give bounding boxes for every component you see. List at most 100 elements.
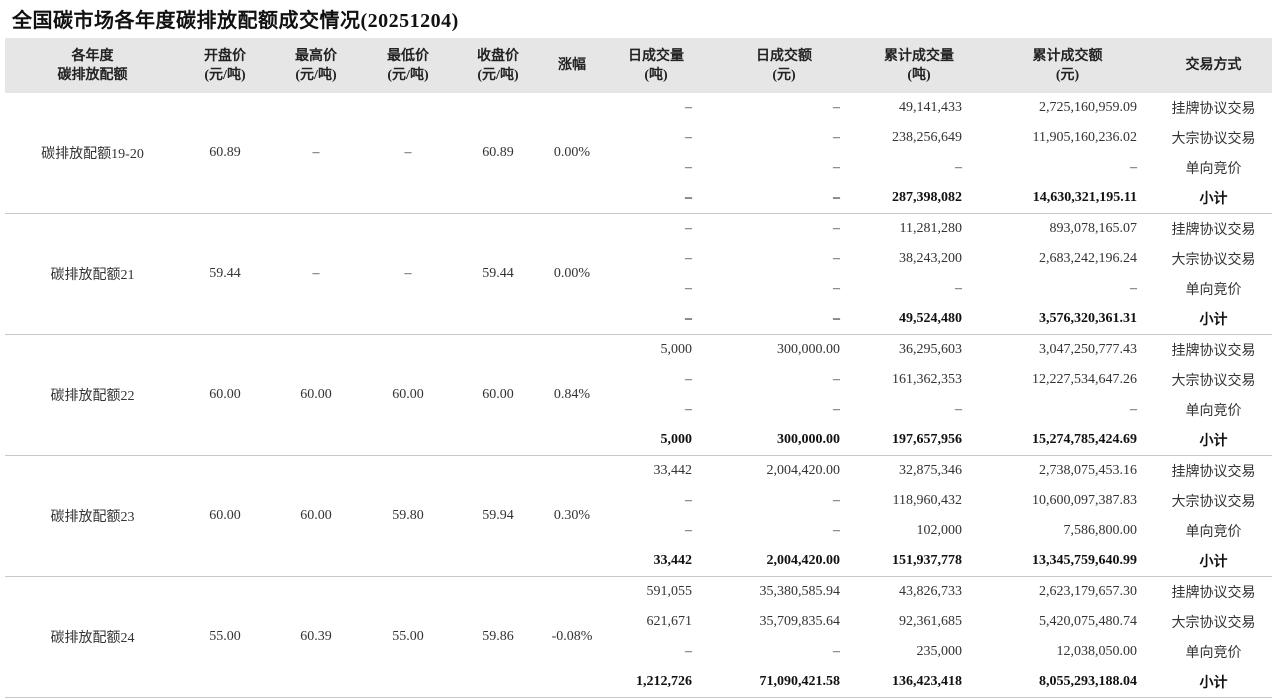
subtotal-row: 5,000 300,000.00 197,657,956 15,274,785,424… xyxy=(5,425,1272,456)
daily-amount: – xyxy=(710,183,858,214)
header-label: 日成交额 xyxy=(756,48,812,64)
cum-volume: 235,000 xyxy=(916,644,963,659)
subtotal-row: 33,442 2,004,420.00 151,937,778 13,345,759,… xyxy=(5,546,1272,577)
daily-amount: – xyxy=(833,221,840,236)
header-close-price: 收盘价 (元/吨) xyxy=(454,38,542,93)
cum-amount: 7,586,800.00 xyxy=(1063,523,1138,538)
allowance-name: 碳排放配额21 xyxy=(5,213,180,335)
subtotal-row: 1,212,726 71,090,421.58 136,423,418 8,055,2… xyxy=(5,667,1272,698)
low-price: – xyxy=(362,213,454,335)
header-label: 涨幅 xyxy=(558,58,586,73)
low-price: 60.00 xyxy=(362,334,454,456)
header-label: 累计成交额 xyxy=(1032,48,1103,64)
header-unit: (元/吨) xyxy=(477,67,519,83)
table-row: – – 118,960,432 10,600,097,387.83 大宗协议交易 xyxy=(5,486,1272,516)
change: 0.30% xyxy=(542,455,602,577)
cum-amount: 14,630,321,195.11 xyxy=(980,183,1155,214)
daily-volume: 5,000 xyxy=(660,342,693,357)
cum-amount: – xyxy=(1130,402,1137,417)
cum-volume: – xyxy=(955,402,962,417)
change: 0.00% xyxy=(542,93,602,214)
daily-amount: – xyxy=(833,100,840,115)
header-allowance-year: 各年度 碳排放配额 xyxy=(5,38,180,93)
table-row: – – – – 单向竞价 xyxy=(5,153,1272,183)
trade-method: 单向竞价 xyxy=(1185,162,1242,177)
cum-volume: 197,657,956 xyxy=(858,425,980,456)
daily-amount: – xyxy=(833,251,840,266)
trade-method: 小计 xyxy=(1155,667,1272,698)
subtotal-row: – –49,524,480 3,576,320,361.31 小计 xyxy=(5,304,1272,335)
table-header-row: 各年度 碳排放配额 开盘价 (元/吨) 最高价 (元/吨) 最低价 (元/吨) 收盘价 (元/吨)… xyxy=(5,38,1272,93)
header-label: 累计成交量 xyxy=(884,48,954,64)
table-row: 碳排放配额23 60.00 60.00 59.80 59.94 0.30% 33,442 2,… xyxy=(5,455,1272,577)
table-row: – – 161,362,353 12,227,534,647.26 大宗协议交易 xyxy=(5,365,1272,395)
cum-volume: 238,256,649 xyxy=(892,130,962,145)
cum-volume: 49,141,433 xyxy=(899,100,962,115)
high-price: 60.00 xyxy=(270,455,362,577)
subtotal-row: – –287,398,082 14,630,321,195.11 小计 xyxy=(5,183,1272,214)
daily-amount: 35,709,835.64 xyxy=(759,614,841,629)
daily-amount: 71,090,421.58 xyxy=(710,667,858,698)
trade-method: 小计 xyxy=(1155,183,1272,214)
header-label: 交易方式 xyxy=(1185,58,1242,73)
cum-amount: 8,055,293,188.04 xyxy=(980,667,1155,698)
daily-volume: 5,000 xyxy=(602,425,710,456)
page-title: 全国碳市场各年度碳排放配额成交情况(20251204) xyxy=(12,10,459,32)
trade-method: 单向竞价 xyxy=(1185,525,1242,540)
header-unit: (元/吨) xyxy=(387,67,429,83)
allowance-name: 碳排放配额23 xyxy=(5,455,180,577)
daily-volume: 591,055 xyxy=(646,584,693,599)
trade-method: 小计 xyxy=(1155,425,1272,456)
daily-amount: 2,004,420.00 xyxy=(766,463,841,478)
cum-volume: 11,281,280 xyxy=(899,221,962,236)
table-body: 碳排放配额19-20 60.89– –60.89 0.00% – –49,141,433 2… xyxy=(5,93,1272,698)
trade-method: 大宗协议交易 xyxy=(1171,495,1256,510)
table-row: 621,671 35,709,835.64 92,361,685 5,420,075,… xyxy=(5,607,1272,637)
trade-method: 挂牌协议交易 xyxy=(1171,344,1256,359)
header-unit: (吨) xyxy=(907,67,931,83)
daily-volume: – xyxy=(685,281,692,296)
daily-volume: – xyxy=(602,183,710,214)
header-label: 日成交量 xyxy=(628,48,684,64)
cum-amount: – xyxy=(1130,160,1137,175)
table-row: 碳排放配额24 55.00 60.39 55.00 59.86 -0.08% 591,055… xyxy=(5,576,1272,698)
high-price: 60.00 xyxy=(270,334,362,456)
daily-amount: – xyxy=(833,523,840,538)
daily-amount: 300,000.00 xyxy=(710,425,858,456)
daily-amount: – xyxy=(833,493,840,508)
high-price: – xyxy=(270,93,362,214)
close-price: 59.44 xyxy=(454,213,542,335)
table-row: – – 38,243,200 2,683,242,196.24 大宗协议交易 xyxy=(5,244,1272,274)
table-row: – – – – 单向竞价 xyxy=(5,274,1272,304)
daily-volume: 33,442 xyxy=(602,546,710,577)
daily-volume: – xyxy=(685,130,692,145)
cum-volume: 36,295,603 xyxy=(899,342,962,357)
header-cum-amount: 累计成交额 (元) xyxy=(980,38,1155,93)
close-price: 60.89 xyxy=(454,93,542,214)
daily-volume: – xyxy=(685,251,692,266)
trade-method: 挂牌协议交易 xyxy=(1171,586,1256,601)
cum-volume: 38,243,200 xyxy=(899,251,962,266)
cum-volume: 118,960,432 xyxy=(892,493,962,508)
low-price: 55.00 xyxy=(362,576,454,698)
cum-amount: 2,725,160,959.09 xyxy=(1039,100,1137,115)
cum-volume: 43,826,733 xyxy=(899,584,962,599)
daily-volume: – xyxy=(685,160,692,175)
header-unit: (吨) xyxy=(644,67,668,83)
daily-amount: 35,380,585.94 xyxy=(759,584,841,599)
change: -0.08% xyxy=(542,576,602,698)
table-row: 碳排放配额19-20 60.89– –60.89 0.00% – –49,141,433 2… xyxy=(5,93,1272,214)
table-row: – – – – 单向竞价 xyxy=(5,395,1272,425)
low-price: 59.80 xyxy=(362,455,454,577)
daily-volume: – xyxy=(685,221,692,236)
daily-amount: – xyxy=(833,160,840,175)
header-change: 涨幅 xyxy=(542,38,602,93)
trade-method: 挂牌协议交易 xyxy=(1171,223,1256,238)
table-row: 碳排放配额21 59.44– –59.44 0.00% – –11,281,280 893,… xyxy=(5,213,1272,335)
daily-volume: 1,212,726 xyxy=(602,667,710,698)
header-unit: (元) xyxy=(1055,67,1080,83)
daily-amount: – xyxy=(833,402,840,417)
carbon-trading-table: 各年度 碳排放配额 开盘价 (元/吨) 最高价 (元/吨) 最低价 (元/吨) 收盘价 (元/吨)… xyxy=(5,38,1272,698)
change: 0.84% xyxy=(542,334,602,456)
header-label: 最高价 xyxy=(295,48,337,64)
